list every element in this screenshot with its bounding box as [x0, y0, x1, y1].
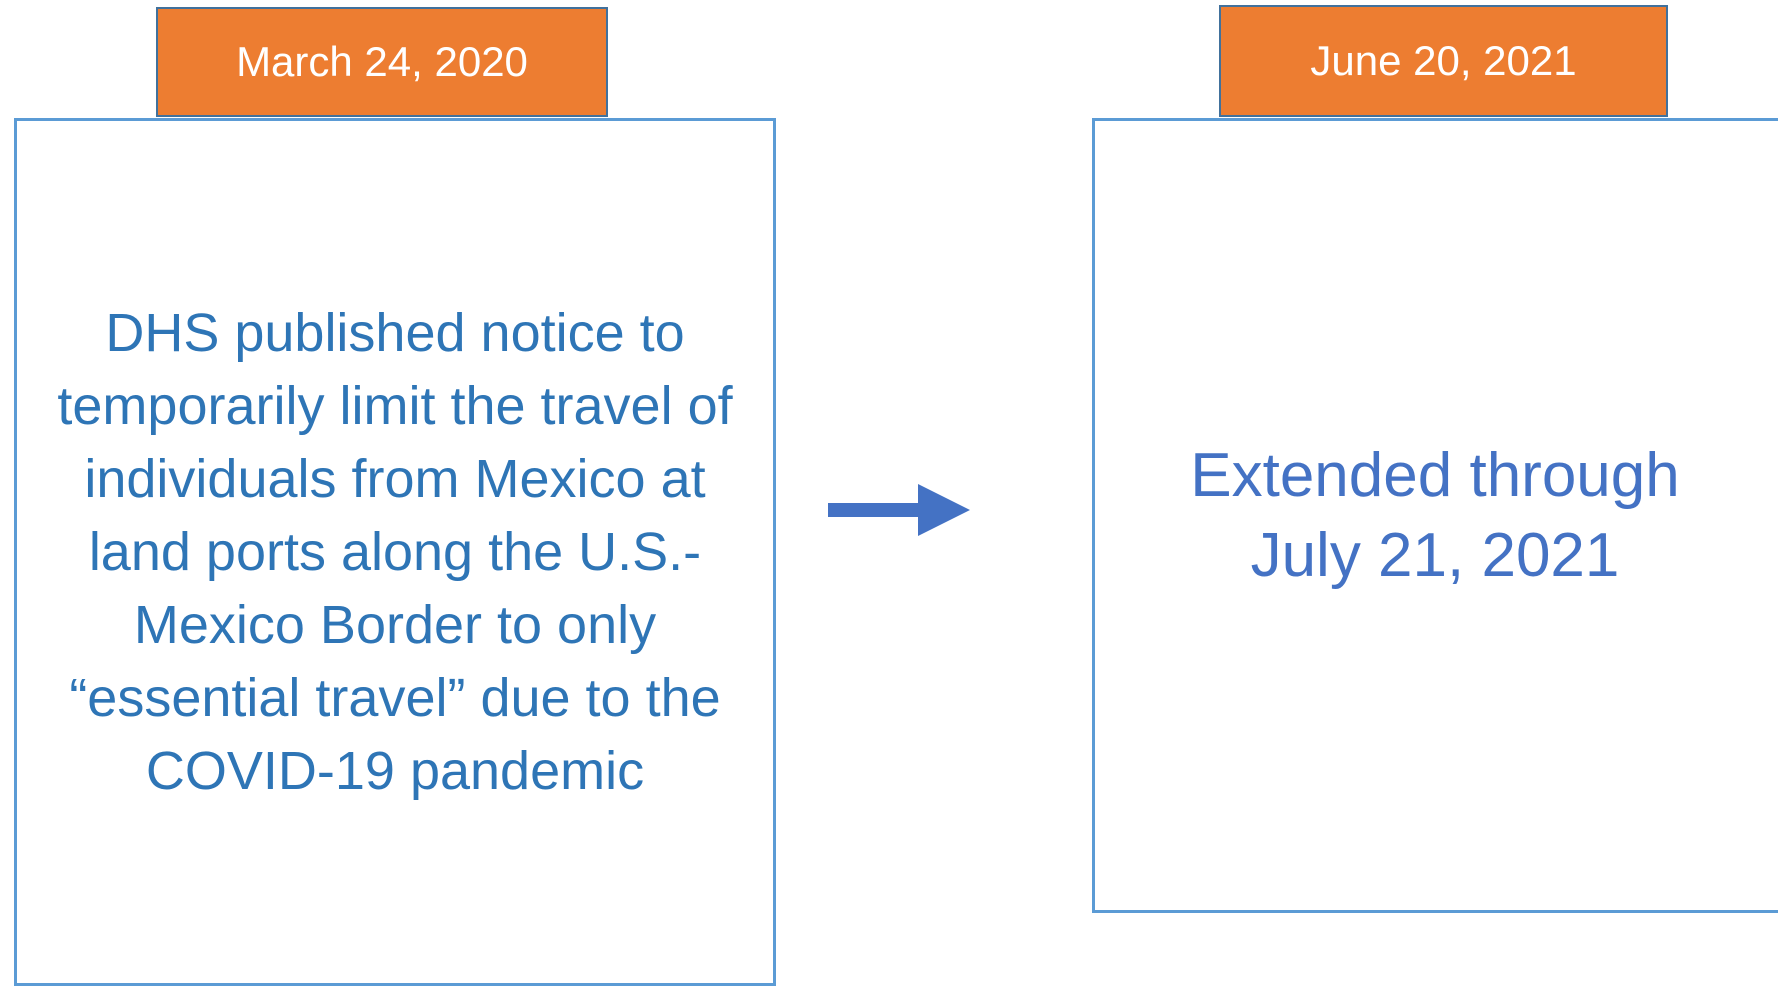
event-box: DHS published notice to temporarily limi… — [14, 118, 776, 986]
event-text: Extended through July 21, 2021 — [1190, 440, 1680, 590]
date-tab: June 20, 2021 — [1219, 5, 1668, 117]
date-tab: March 24, 2020 — [156, 7, 608, 117]
event-text: DHS published notice to temporarily limi… — [57, 302, 733, 801]
arrow — [828, 484, 970, 536]
event-box: Extended through July 21, 2021 — [1092, 118, 1778, 913]
